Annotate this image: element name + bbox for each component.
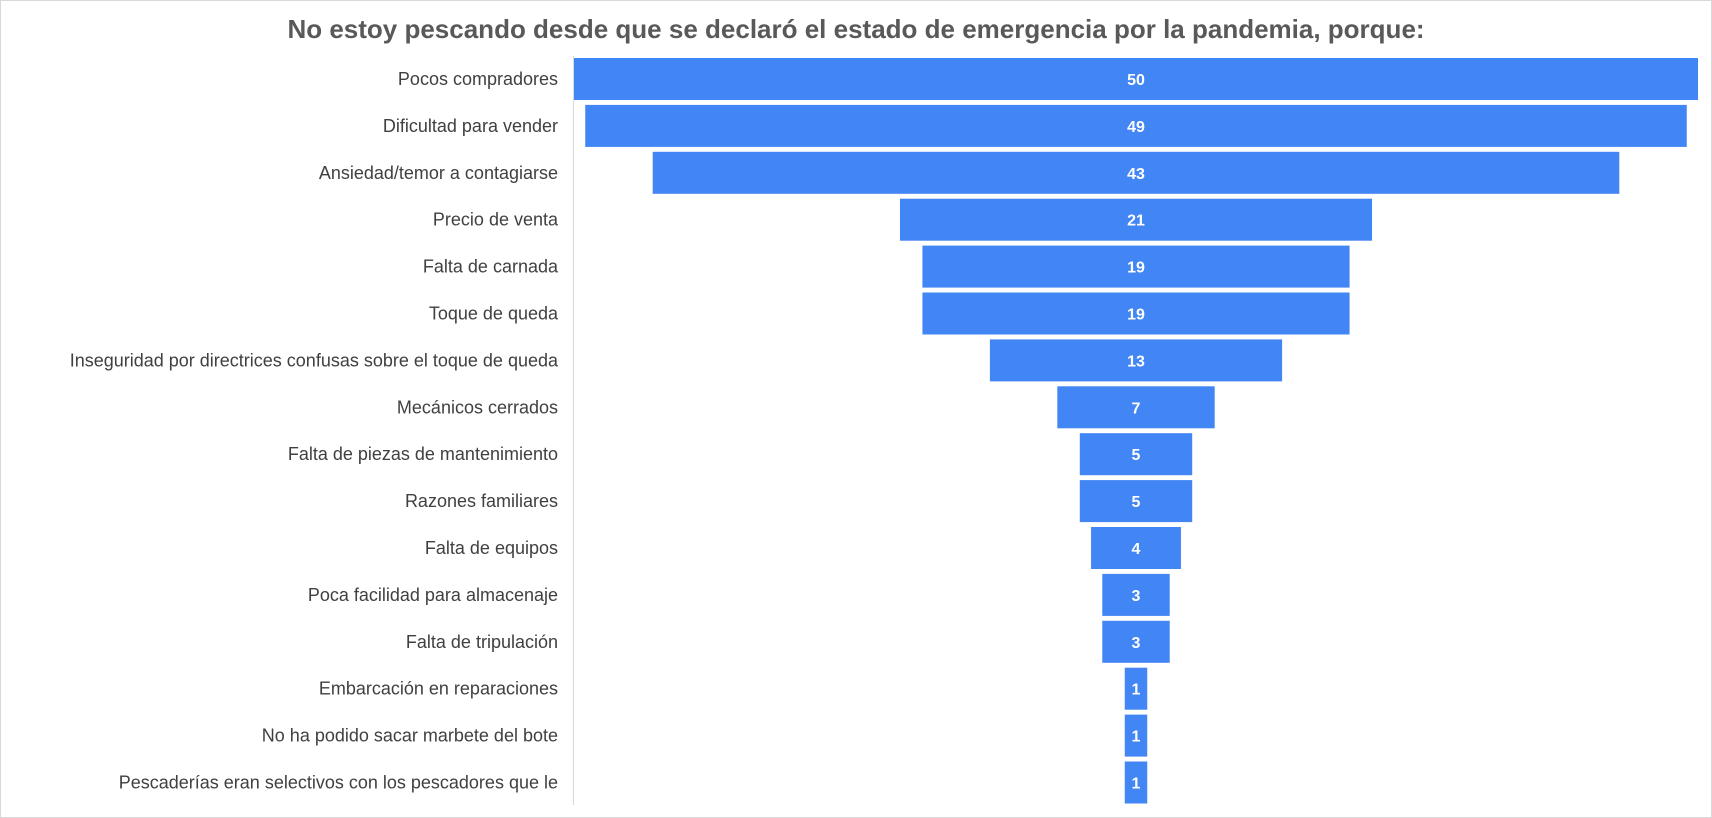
data-label: 4 bbox=[1132, 541, 1141, 558]
funnel-bar bbox=[585, 104, 1687, 147]
category-label: Falta de carnada bbox=[423, 257, 559, 277]
funnel-bar bbox=[1057, 386, 1215, 429]
category-label: Pocos compradores bbox=[398, 69, 558, 89]
funnel-bar bbox=[922, 292, 1350, 335]
category-label: Toque de queda bbox=[429, 304, 559, 324]
data-label: 3 bbox=[1132, 588, 1141, 605]
funnel-bar bbox=[1091, 527, 1181, 569]
funnel-bar bbox=[1102, 620, 1170, 663]
data-label: 1 bbox=[1132, 729, 1141, 746]
data-label: 19 bbox=[1127, 307, 1145, 324]
data-label: 19 bbox=[1127, 260, 1145, 277]
chart-title: No estoy pescando desde que se declaró e… bbox=[287, 14, 1424, 44]
funnel-bar bbox=[1102, 573, 1170, 616]
category-label: Ansiedad/temor a contagiarse bbox=[319, 163, 558, 183]
data-label: 3 bbox=[1132, 635, 1141, 652]
category-label: Falta de equipos bbox=[425, 538, 558, 558]
category-label: Falta de piezas de mantenimiento bbox=[288, 444, 558, 464]
funnel-bar bbox=[899, 198, 1373, 241]
funnel-bar bbox=[574, 58, 1698, 100]
funnel-bar bbox=[989, 339, 1283, 382]
funnel-bar bbox=[1124, 761, 1148, 804]
data-label: 5 bbox=[1132, 447, 1141, 464]
category-label: No ha podido sacar marbete del bote bbox=[262, 726, 558, 746]
data-label: 1 bbox=[1132, 682, 1141, 699]
data-label: 13 bbox=[1127, 353, 1145, 370]
data-label: 5 bbox=[1132, 494, 1141, 511]
category-label: Precio de venta bbox=[433, 210, 559, 230]
category-label: Mecánicos cerrados bbox=[397, 397, 558, 417]
category-label: Falta de tripulación bbox=[406, 632, 558, 652]
data-label: 21 bbox=[1127, 213, 1145, 230]
category-label: Embarcación en reparaciones bbox=[319, 679, 558, 699]
funnel-bar bbox=[1124, 667, 1148, 710]
category-label: Dificultad para vender bbox=[383, 116, 558, 136]
funnel-bar bbox=[1079, 433, 1193, 476]
funnel-bar bbox=[1124, 714, 1148, 757]
category-label: Pescaderías eran selectivos con los pesc… bbox=[119, 773, 558, 793]
funnel-bar bbox=[1079, 480, 1193, 523]
funnel-bar bbox=[922, 245, 1350, 288]
category-labels: Pocos compradores Dificultad para vender A… bbox=[70, 69, 559, 793]
data-label: 49 bbox=[1127, 119, 1145, 136]
data-label: 50 bbox=[1127, 72, 1145, 89]
funnel-bars bbox=[574, 58, 1698, 804]
category-label: Poca facilidad para almacenaje bbox=[308, 585, 558, 605]
category-label: Razones familiares bbox=[405, 491, 558, 511]
data-label: 7 bbox=[1132, 400, 1141, 417]
funnel-bar bbox=[652, 151, 1620, 194]
category-label: Inseguridad por directrices confusas sob… bbox=[70, 350, 559, 370]
data-label: 1 bbox=[1132, 776, 1141, 793]
data-label: 43 bbox=[1127, 166, 1145, 183]
